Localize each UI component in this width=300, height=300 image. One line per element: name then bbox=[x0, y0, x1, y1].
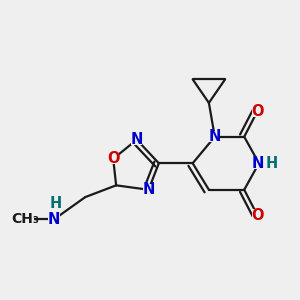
FancyBboxPatch shape bbox=[143, 184, 154, 195]
Text: H: H bbox=[50, 196, 62, 211]
FancyBboxPatch shape bbox=[131, 134, 142, 145]
Text: CH₃: CH₃ bbox=[11, 212, 39, 226]
Text: N: N bbox=[142, 182, 155, 197]
FancyBboxPatch shape bbox=[16, 213, 34, 225]
FancyBboxPatch shape bbox=[108, 153, 119, 164]
Text: N: N bbox=[48, 212, 61, 227]
Text: O: O bbox=[251, 103, 264, 118]
FancyBboxPatch shape bbox=[209, 131, 220, 142]
Text: N: N bbox=[208, 129, 221, 144]
Text: O: O bbox=[251, 208, 264, 223]
Text: N: N bbox=[130, 132, 143, 147]
FancyBboxPatch shape bbox=[48, 213, 60, 225]
FancyBboxPatch shape bbox=[252, 209, 263, 221]
Text: N: N bbox=[251, 156, 264, 171]
Text: O: O bbox=[107, 151, 119, 166]
Text: H: H bbox=[266, 156, 278, 171]
FancyBboxPatch shape bbox=[252, 105, 263, 117]
FancyBboxPatch shape bbox=[249, 157, 269, 170]
